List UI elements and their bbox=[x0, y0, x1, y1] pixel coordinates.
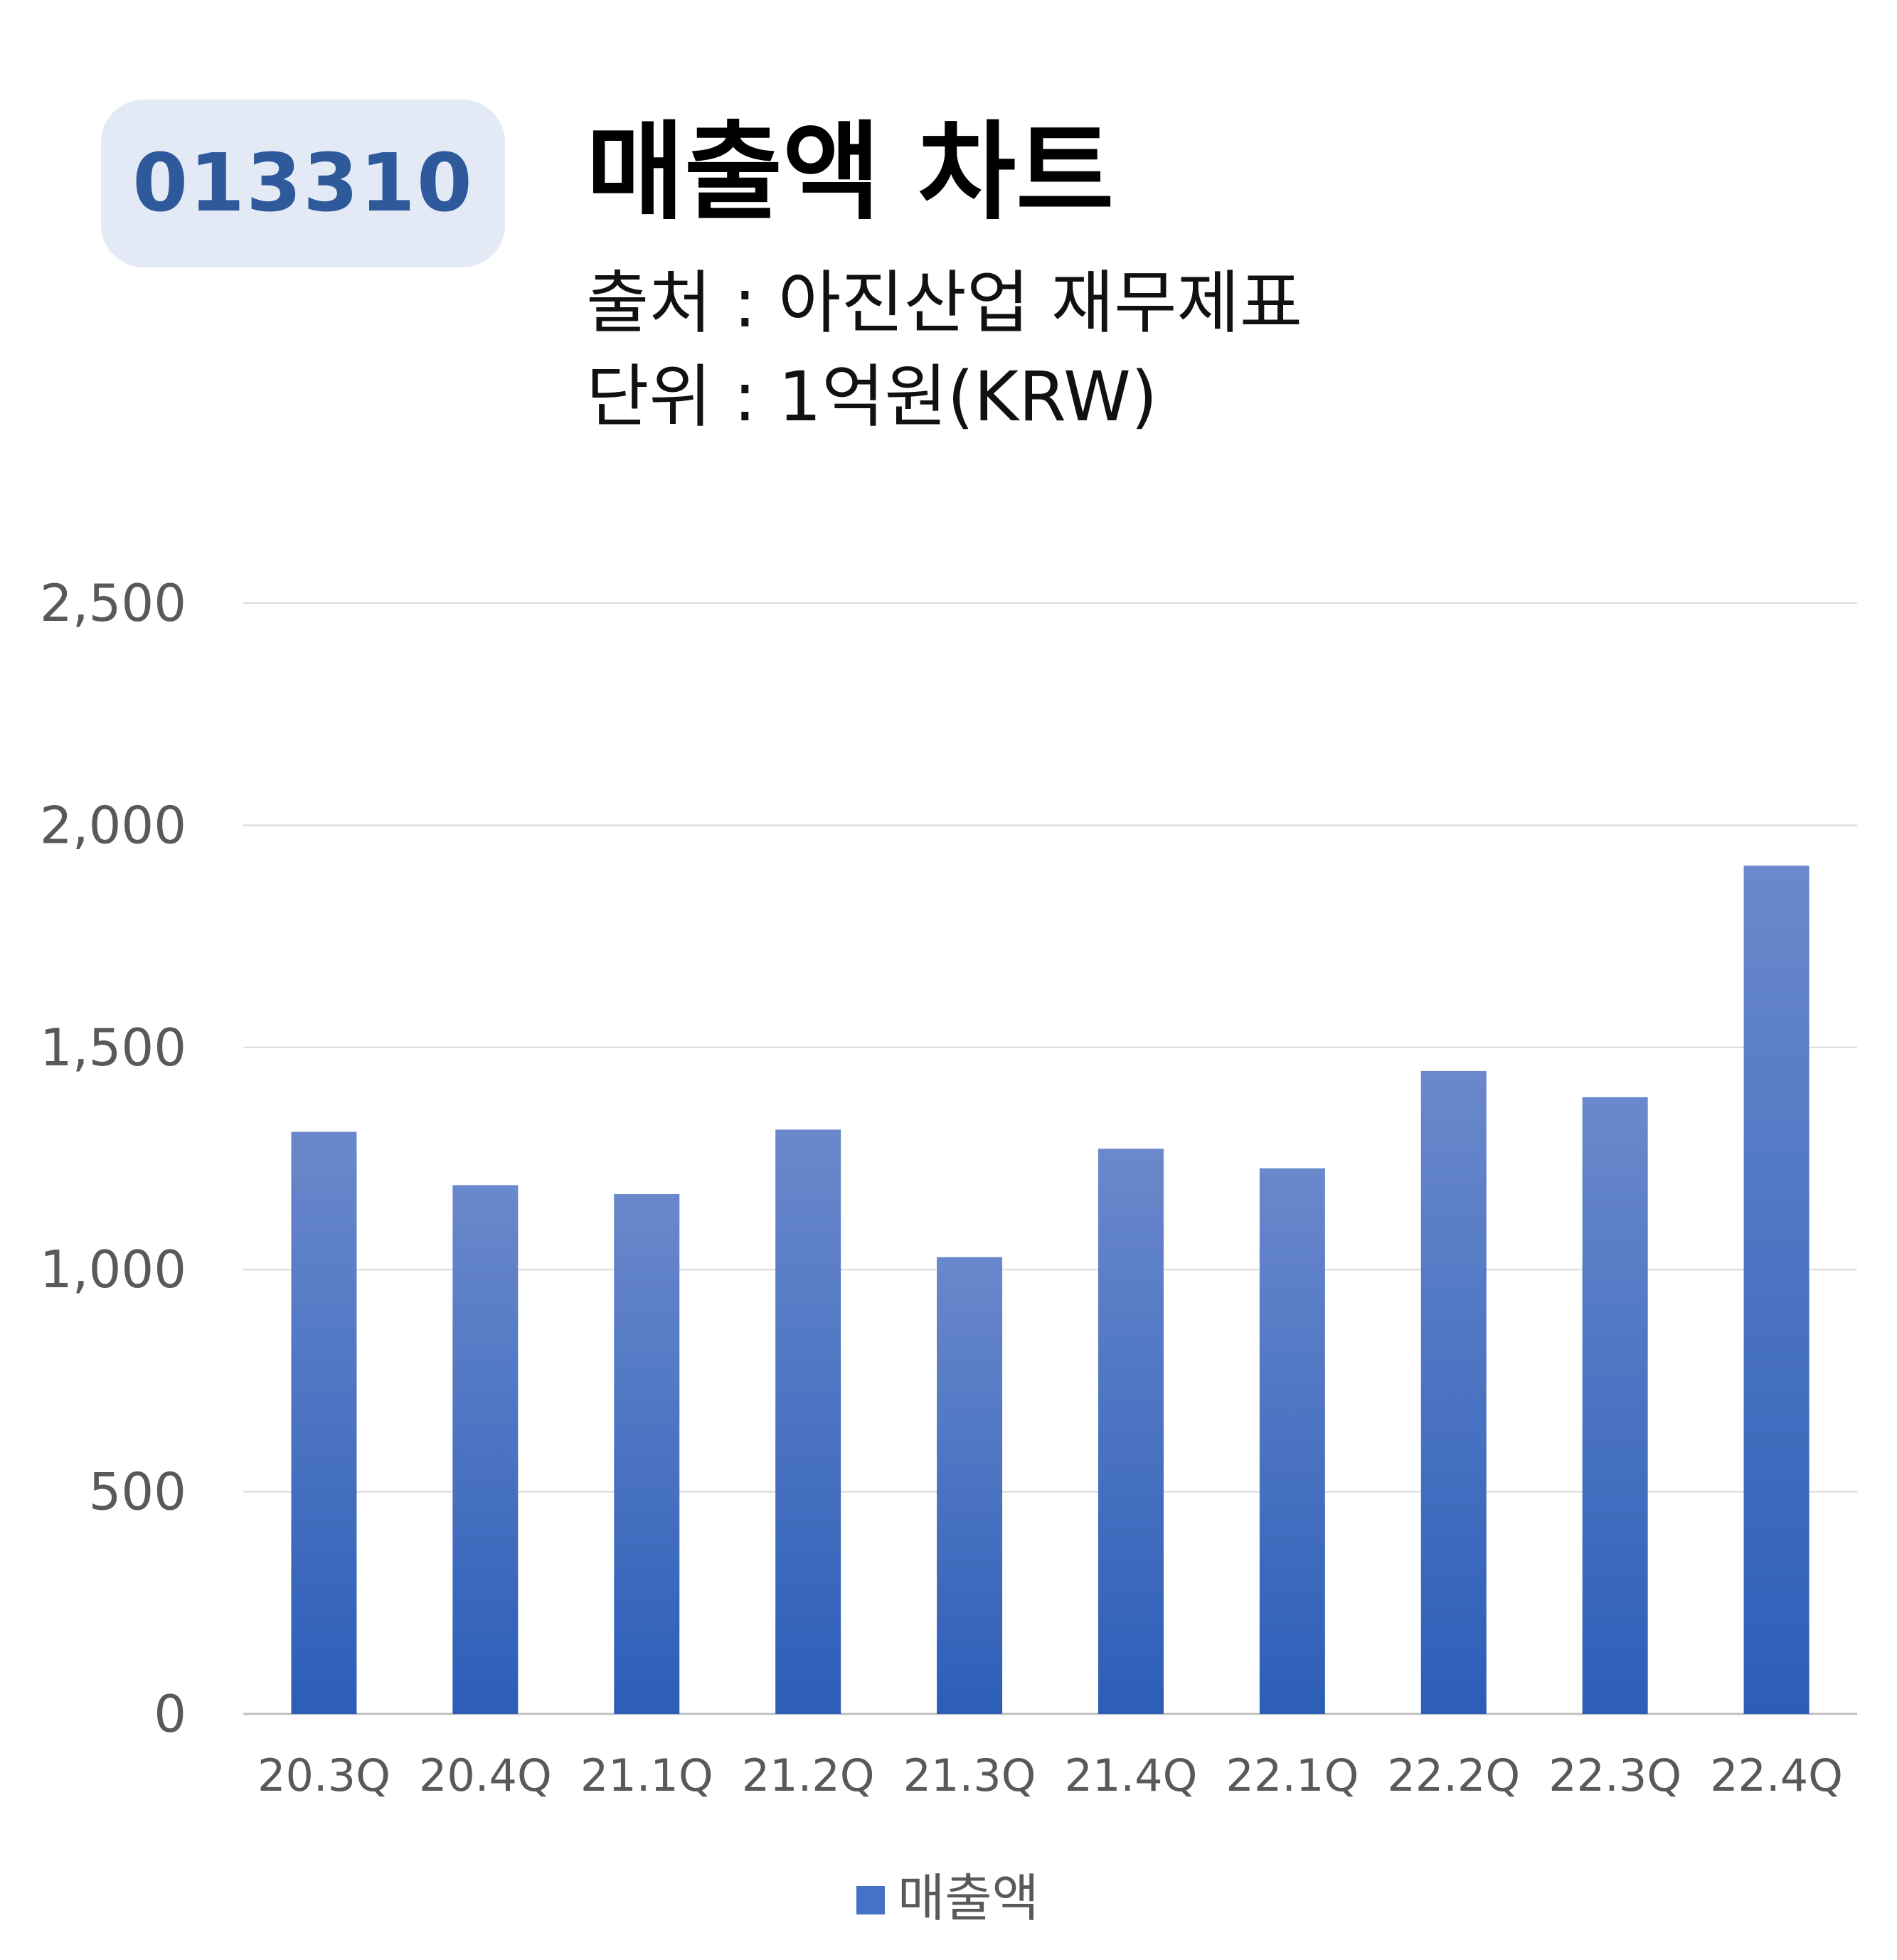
bar bbox=[1259, 1168, 1325, 1714]
bars bbox=[291, 866, 1810, 1714]
y-tick-label: 1,500 bbox=[40, 1018, 186, 1077]
x-tick-label: 22.1Q bbox=[1226, 1749, 1359, 1801]
legend: 매출액 bbox=[856, 1868, 1039, 1928]
x-tick-label: 21.3Q bbox=[903, 1749, 1036, 1801]
x-tick-label: 20.3Q bbox=[257, 1749, 390, 1801]
bar bbox=[937, 1257, 1003, 1714]
x-tick-label: 22.4Q bbox=[1710, 1749, 1843, 1801]
bar bbox=[1582, 1097, 1648, 1714]
y-tick-label: 500 bbox=[89, 1462, 186, 1522]
bar bbox=[452, 1185, 519, 1714]
x-tick-label: 21.2Q bbox=[742, 1749, 875, 1801]
bar bbox=[614, 1193, 680, 1714]
y-axis-ticks: 0 500 1,000 1,500 2,000 2,500 bbox=[40, 573, 186, 1744]
chart-unit: 단위 : 1억원(KRW) bbox=[586, 357, 1158, 437]
y-tick-label: 1,000 bbox=[40, 1240, 186, 1299]
x-axis-ticks: 20.3Q 20.4Q 21.1Q 21.2Q 21.3Q 21.4Q 22.1Q 22.2Q… bbox=[257, 1749, 1843, 1801]
stock-code-badge: 013310 bbox=[101, 100, 505, 267]
bar bbox=[291, 1131, 357, 1714]
y-tick-label: 2,000 bbox=[40, 795, 186, 855]
y-tick-label: 2,500 bbox=[40, 573, 186, 633]
x-tick-label: 20.4Q bbox=[419, 1749, 552, 1801]
bar bbox=[775, 1129, 841, 1714]
x-tick-label: 22.2Q bbox=[1387, 1749, 1520, 1801]
x-tick-label: 21.1Q bbox=[580, 1749, 713, 1801]
legend-label: 매출액 bbox=[898, 1868, 1039, 1928]
x-tick-label: 22.3Q bbox=[1548, 1749, 1681, 1801]
bar bbox=[1420, 1070, 1487, 1714]
chart-title: 매출액 차트 bbox=[586, 111, 1115, 235]
y-tick-label: 0 bbox=[154, 1684, 186, 1744]
chart-source: 출처 : 아진산업 재무제표 bbox=[586, 263, 1303, 343]
x-tick-label: 21.4Q bbox=[1065, 1749, 1198, 1801]
bar bbox=[1098, 1149, 1164, 1714]
legend-swatch bbox=[856, 1886, 885, 1914]
bar bbox=[1743, 866, 1810, 1714]
stock-code: 013310 bbox=[132, 137, 474, 230]
